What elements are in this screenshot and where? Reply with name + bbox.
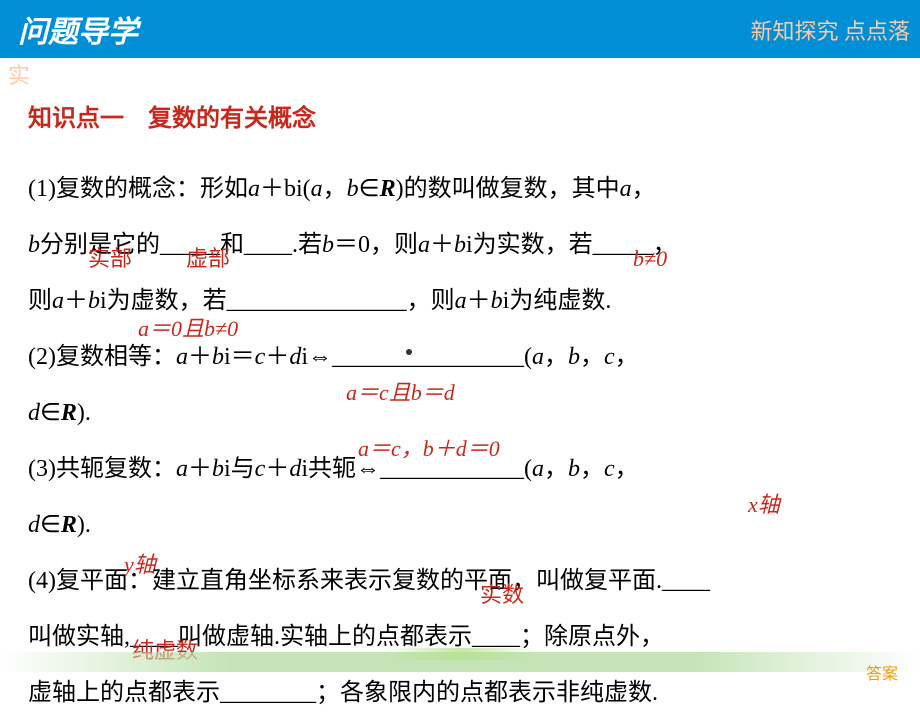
text: ， [323, 176, 347, 202]
paragraph-2: b分别是它的_____和____.若b＝0，则a＋bi为实数，若_____， 实… [28, 217, 892, 273]
var-a: a [52, 288, 64, 314]
text: 虚轴上的点都表示________；各象限内的点都表示非纯虚数. [28, 680, 658, 706]
var-a: a [176, 344, 188, 370]
var-b: b [212, 344, 224, 370]
text: ， [544, 344, 568, 370]
header-title: 问题导学 [18, 7, 138, 51]
var-a: a [418, 232, 430, 258]
var-a: a [455, 288, 467, 314]
paragraph-6: (3)共轭复数：a＋bi与c＋di共轭⇔____________(a，b，c， … [28, 441, 892, 497]
text: i与 [224, 456, 255, 482]
var-b: b [28, 232, 40, 258]
text: ， [615, 456, 639, 482]
var-a: a [532, 344, 544, 370]
text: 叫做实轴,____叫做虚轴.实轴上的点都表示____；除原点外， [28, 624, 664, 650]
var-d: d [28, 512, 40, 538]
var-b: b [454, 232, 466, 258]
var-a: a [620, 176, 632, 202]
text: ∈ [40, 400, 61, 426]
var-c: c [604, 344, 615, 370]
var-d: d [289, 344, 301, 370]
paragraph-1: (1)复数的概念：形如a＋bi(a，b∈R)的数叫做复数，其中a， [28, 161, 892, 217]
text: ＋ [430, 232, 454, 258]
var-b: b [568, 456, 580, 482]
var-b: b [347, 176, 359, 202]
var-b: b [568, 344, 580, 370]
text: ， [544, 456, 568, 482]
text: ＋ [188, 456, 212, 482]
text: ∈ [359, 176, 380, 202]
text: ＋ [64, 288, 88, 314]
paragraph-10: 虚轴上的点都表示________；各象限内的点都表示非纯虚数. [28, 665, 892, 721]
paragraph-8: (4)复平面：建立直角坐标系来表示复数的平面，叫做复平面.____ 实数 [28, 553, 892, 609]
text: ＝0，则 [334, 232, 418, 258]
var-R: R [380, 176, 396, 202]
dot-marker [406, 349, 412, 355]
text: ). [77, 400, 91, 426]
var-b: b [212, 456, 224, 482]
text: ＋bi [260, 176, 303, 202]
text: (4)复平面：建立直角坐标系来表示复数的平面，叫做复平面.____ [28, 568, 710, 594]
text: 分别是它的_____和____.若 [40, 232, 322, 258]
text: ＋ [265, 456, 289, 482]
var-d: d [289, 456, 301, 482]
header-extra-char: 实 [8, 58, 30, 90]
header-bar: 问题导学 新知探究 点点落 [0, 0, 920, 58]
var-d: d [28, 400, 40, 426]
paragraph-5: d∈R). a＝c，b＋d＝0 [28, 385, 892, 441]
text: ＋ [188, 344, 212, 370]
paragraph-7: d∈R). y轴 [28, 497, 892, 553]
text: (2)复数相等： [28, 344, 176, 370]
var-a: a [311, 176, 323, 202]
text: i＝ [224, 344, 255, 370]
text: ∈ [40, 512, 61, 538]
text: i为纯虚数. [503, 288, 612, 314]
text: (1)复数的概念：形如 [28, 176, 248, 202]
footer-decoration [0, 652, 920, 672]
text: 则 [28, 288, 52, 314]
text: ＋ [265, 344, 289, 370]
text: ， [580, 456, 604, 482]
text: ， [615, 344, 639, 370]
var-a: a [532, 456, 544, 482]
answer-link[interactable]: 答案 [866, 660, 898, 684]
text: ( [303, 176, 311, 202]
paragraph-4: (2)复数相等：a＋bi＝c＋di⇔________________(a，b，c… [28, 329, 892, 385]
knowledge-point-title: 知识点一 复数的有关概念 [28, 98, 892, 133]
var-R: R [61, 400, 77, 426]
var-R: R [61, 512, 77, 538]
var-c: c [604, 456, 615, 482]
text: ＋ [467, 288, 491, 314]
var-c: c [255, 456, 266, 482]
text: (3)共轭复数： [28, 456, 176, 482]
var-c: c [255, 344, 266, 370]
text: i共轭⇔____________( [301, 456, 532, 482]
text: ). [77, 512, 91, 538]
text: ， [580, 344, 604, 370]
header-right-text: 新知探究 点点落 [750, 14, 910, 46]
text: ， [632, 176, 656, 202]
content-area: 知识点一 复数的有关概念 (1)复数的概念：形如a＋bi(a，b∈R)的数叫做复… [0, 58, 920, 721]
var-a: a [248, 176, 260, 202]
paragraph-3: 则a＋bi为虚数，若_______________，则a＋bi为纯虚数. a＝0… [28, 273, 892, 329]
var-b: b [88, 288, 100, 314]
var-b: b [491, 288, 503, 314]
text: )的数叫做复数，其中 [396, 176, 620, 202]
var-b: b [322, 232, 334, 258]
var-a: a [176, 456, 188, 482]
